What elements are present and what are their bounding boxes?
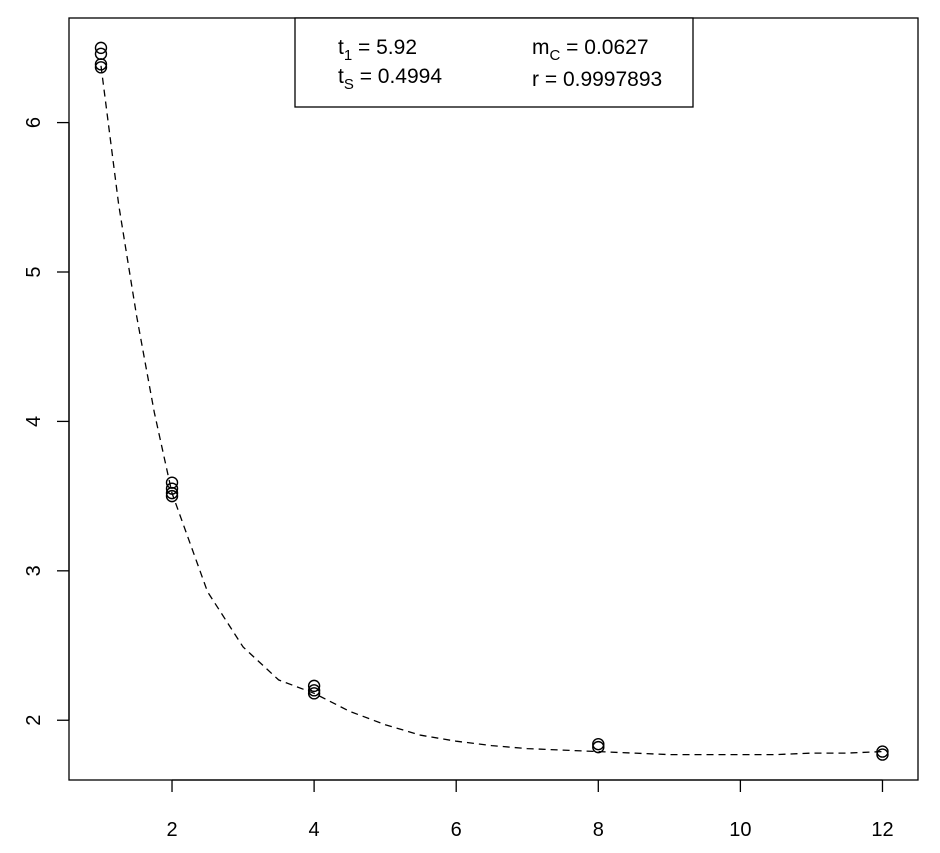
x-tick-label: 6 — [451, 819, 462, 841]
data-point — [876, 745, 889, 758]
x-tick-label: 8 — [593, 819, 604, 841]
legend-box: t1 = 5.92 mC = 0.0627 tS = 0.4994 r = 0.… — [294, 17, 694, 108]
x-tick-label: 10 — [729, 819, 751, 841]
legend-mc-value: 0.0627 — [584, 36, 648, 59]
legend-r-name: r — [532, 68, 539, 91]
data-point — [592, 737, 605, 751]
x-tick-label: 4 — [309, 819, 320, 841]
data-point — [94, 61, 108, 74]
legend-entry-ts: tS = 0.4994 — [338, 65, 442, 93]
data-point — [307, 679, 321, 693]
legend-mc-name: m — [532, 36, 550, 59]
fit-curve — [100, 65, 883, 756]
x-axis: 2 4 6 8 10 12 — [166, 779, 894, 841]
legend-t1-sub: 1 — [344, 47, 352, 64]
data-point — [592, 740, 605, 754]
legend-t1-name: t — [338, 36, 344, 59]
data-point — [165, 482, 179, 495]
y-axis: 2 3 4 5 6 — [23, 117, 70, 726]
y-tick-label: 4 — [23, 416, 45, 427]
legend-entry-mc: mC = 0.0627 — [532, 36, 649, 64]
data-point — [165, 486, 179, 500]
legend-border — [294, 17, 694, 108]
data-point — [94, 41, 108, 55]
legend-ts-name: t — [338, 65, 344, 88]
x-tick-label: 2 — [166, 819, 177, 841]
data-point — [165, 489, 179, 503]
data-point — [876, 748, 889, 761]
y-tick-label: 5 — [23, 266, 45, 277]
data-points — [94, 41, 889, 761]
legend-t1-value: 5.92 — [376, 36, 417, 59]
legend-ts-sub: S — [344, 76, 354, 93]
legend-ts-value: 0.4994 — [378, 65, 443, 88]
data-point — [307, 684, 321, 697]
data-point — [94, 58, 108, 71]
legend-r-value: 0.9997893 — [563, 68, 662, 91]
data-point — [307, 687, 321, 700]
y-tick-label: 2 — [23, 715, 45, 726]
legend-entry-r: r = 0.9997893 — [532, 68, 662, 91]
legend-entry-t1: t1 = 5.92 — [338, 36, 417, 64]
x-tick-label: 12 — [871, 819, 893, 841]
plot-frame — [68, 17, 919, 781]
y-tick-label: 6 — [23, 117, 45, 128]
legend-mc-sub: C — [550, 47, 561, 64]
y-tick-label: 3 — [23, 565, 45, 576]
